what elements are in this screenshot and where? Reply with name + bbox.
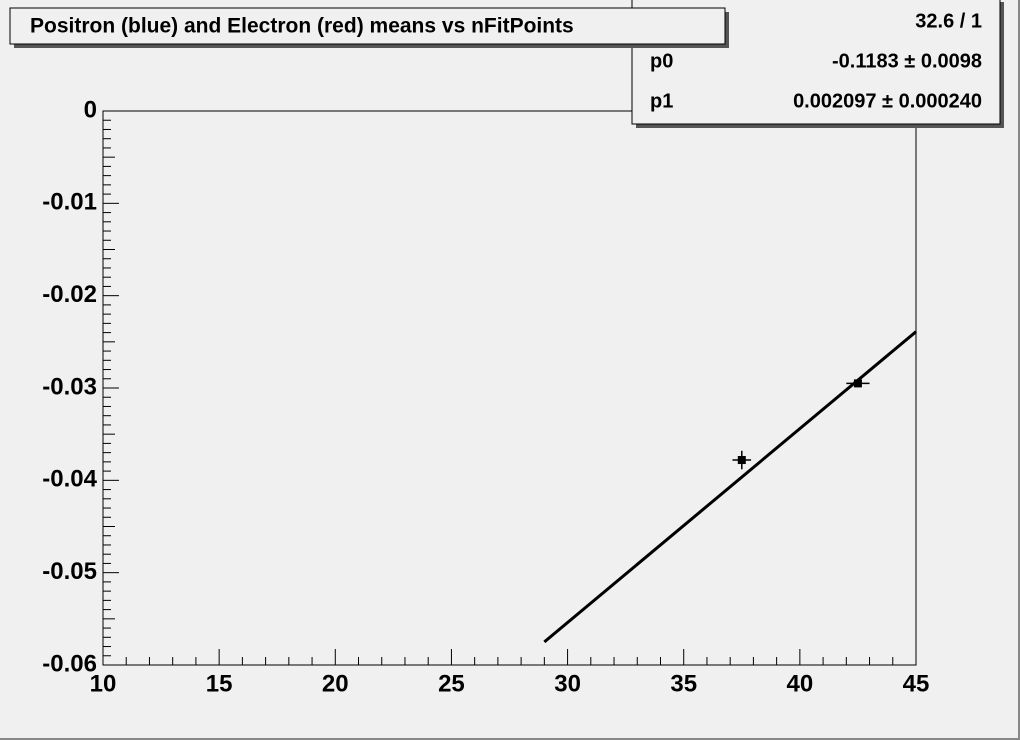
point bbox=[853, 379, 862, 388]
x-tick-label: 15 bbox=[206, 670, 233, 697]
title-box: Positron (blue) and Electron (red) means… bbox=[9, 7, 729, 48]
stats-value: 32.6 / 1 bbox=[915, 10, 982, 32]
plot-area: 10 15 20 25 30 35 40 45 0 -0.01 -0.02 -0.03 -0.04 -0.… bbox=[42, 96, 929, 697]
x-tick-label: 25 bbox=[438, 670, 465, 697]
y-tick-label: -0.05 bbox=[42, 558, 97, 585]
stats-label: p1 bbox=[650, 90, 673, 112]
point bbox=[737, 456, 746, 465]
stats-label: p0 bbox=[650, 50, 673, 72]
y-tick-label: -0.04 bbox=[42, 466, 97, 493]
x-tick-label: 40 bbox=[787, 670, 814, 697]
title-panel bbox=[9, 7, 726, 45]
y-tick-label: 0 bbox=[84, 96, 97, 123]
stats-value: 0.002097 ± 0.000240 bbox=[793, 90, 982, 112]
x-tick-label: 35 bbox=[670, 670, 697, 697]
x-tick-label: 20 bbox=[322, 670, 349, 697]
y-tick-label: -0.01 bbox=[42, 189, 97, 216]
x-tick-label: 30 bbox=[554, 670, 581, 697]
y-tick-label: -0.06 bbox=[42, 650, 97, 677]
x-tick-label: 10 bbox=[90, 670, 117, 697]
y-tick-label: -0.03 bbox=[42, 373, 97, 400]
y-tick-label: -0.02 bbox=[42, 281, 97, 308]
plot-frame bbox=[102, 110, 917, 666]
chart-title: Positron (blue) and Electron (red) means… bbox=[30, 15, 574, 38]
stats-value: -0.1183 ± 0.0098 bbox=[832, 50, 982, 72]
x-tick-label: 45 bbox=[903, 670, 930, 697]
